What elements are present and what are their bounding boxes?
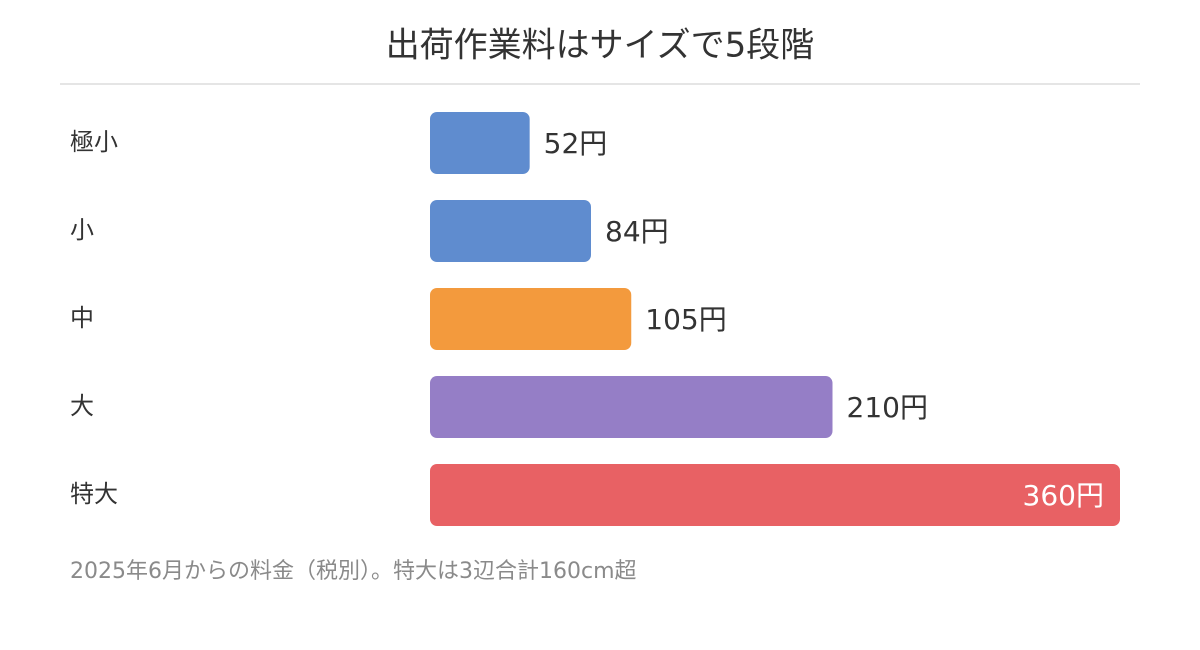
- category-label: 中: [70, 304, 94, 332]
- chart-title: 出荷作業料はサイズで5段階: [386, 26, 815, 66]
- footnote: 2025年6月からの料金（税別）。特大は3辺合計160cm超: [70, 559, 637, 584]
- value-label: 360円: [1023, 479, 1104, 512]
- value-label: 52円: [544, 127, 608, 160]
- category-label: 極小: [70, 128, 118, 156]
- bar: [430, 376, 833, 438]
- bar: [430, 288, 632, 350]
- bar: [430, 112, 530, 174]
- category-label: 特大: [70, 480, 118, 508]
- value-label: 105円: [645, 303, 726, 336]
- bar: [430, 200, 591, 262]
- value-label: 210円: [847, 391, 928, 424]
- value-label: 84円: [605, 215, 669, 248]
- bar: [430, 464, 1120, 526]
- category-label: 小: [70, 216, 94, 244]
- category-label: 大: [70, 392, 94, 420]
